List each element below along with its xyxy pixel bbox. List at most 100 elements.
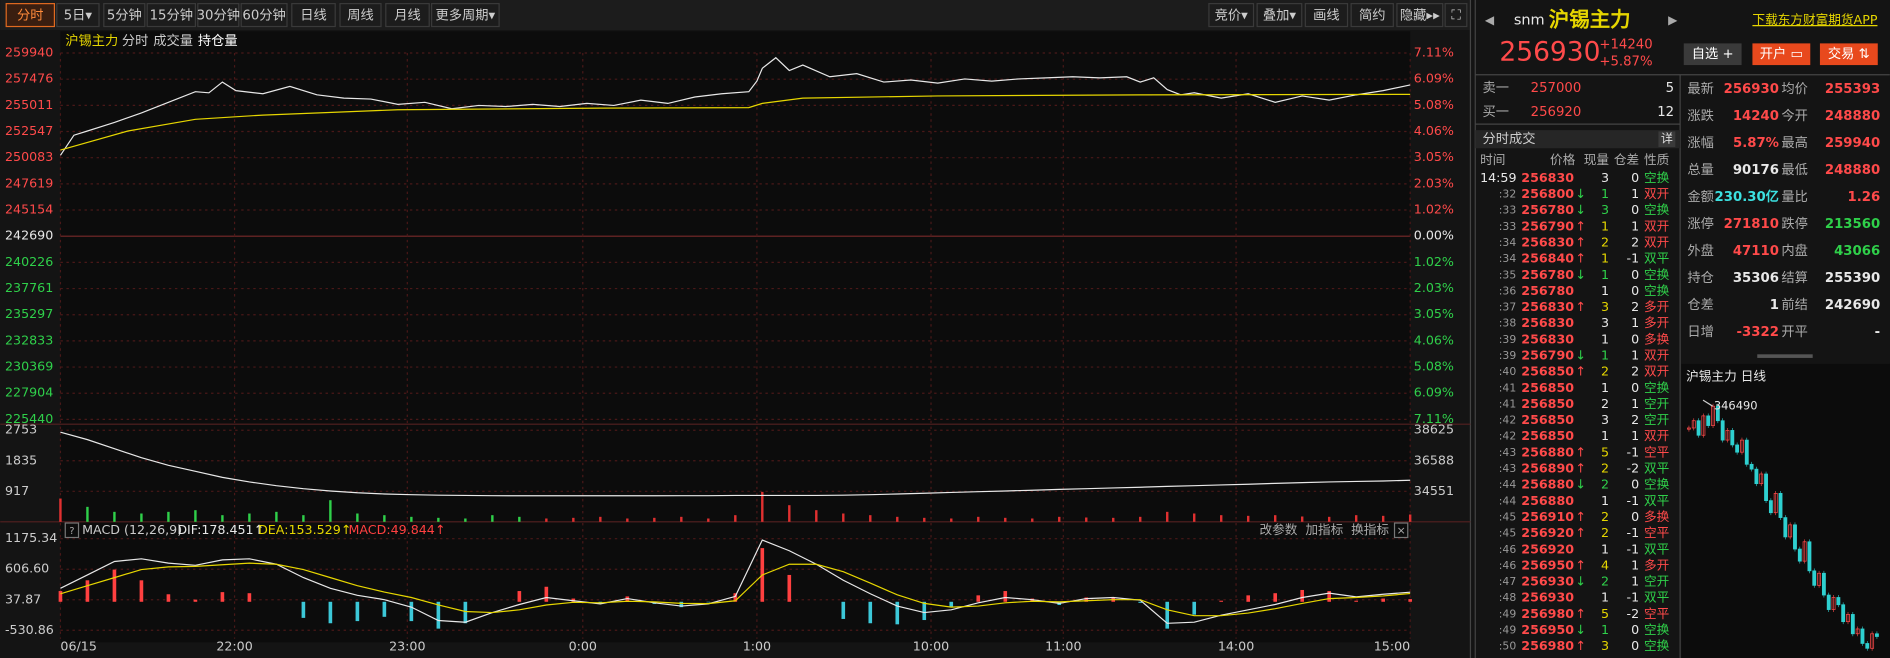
nav-prev[interactable]: ◀ — [1485, 13, 1495, 27]
indicator-value: DEA:153.529↑ — [258, 522, 351, 537]
trade-nature: 空平 — [1644, 444, 1669, 459]
stat-label: 涨跌 — [1687, 108, 1714, 124]
nav-next[interactable]: ▶ — [1668, 13, 1678, 27]
tab[interactable] — [146, 3, 197, 28]
detail-button[interactable] — [1658, 131, 1676, 148]
macd-bar — [895, 601, 900, 625]
trade-oi-change: 1 — [1631, 347, 1639, 362]
price-line — [60, 93, 1411, 151]
trade-oi-change: 0 — [1631, 622, 1639, 637]
volume-bar — [653, 517, 656, 522]
trade-price: 256850 — [1521, 428, 1574, 443]
tab[interactable] — [197, 3, 240, 28]
trade-nature: 空换 — [1644, 622, 1670, 637]
tab[interactable] — [385, 3, 430, 28]
trade-oi-change: 2 — [1631, 234, 1639, 249]
trade-time: :34 — [1499, 252, 1517, 265]
trade-oi-change: 0 — [1631, 283, 1639, 298]
trade-time: :48 — [1499, 591, 1517, 604]
stat-label: 总量 — [1687, 162, 1714, 178]
y-tick-label: 235297 — [5, 306, 53, 321]
trade-time: :46 — [1499, 543, 1517, 556]
stat-label: 跌停 — [1781, 215, 1808, 232]
indicator-tool[interactable]: 换指标 — [1351, 522, 1389, 537]
trade-price: 256780 — [1521, 202, 1574, 217]
trade-time: :37 — [1499, 301, 1516, 314]
trade-arrow: ↓ — [1575, 267, 1586, 282]
tab[interactable] — [56, 3, 100, 28]
volume-bar — [1166, 511, 1169, 522]
trade-nature: 空开 — [1644, 574, 1669, 589]
trade-time: :34 — [1499, 236, 1517, 249]
trade-price: 256780 — [1521, 267, 1574, 282]
trade-arrow: ↓ — [1575, 622, 1586, 637]
trade-oi-change: -1 — [1627, 541, 1640, 556]
stat-label: 前结 — [1781, 296, 1808, 313]
y2-tick-label: 7.11% — [1414, 45, 1454, 60]
macd-bar — [436, 601, 441, 629]
trade-nature: 双开 — [1644, 428, 1669, 443]
macd-bar — [139, 580, 144, 602]
tab[interactable] — [339, 3, 382, 28]
tool-button[interactable] — [1444, 3, 1468, 28]
trade-oi-change: 0 — [1631, 202, 1639, 217]
mini-title: 沪锡主力 日线 — [1686, 369, 1766, 384]
download-link[interactable]: 下载东方财富期货APP — [1752, 12, 1877, 27]
stat-value: -3322 — [1737, 325, 1779, 340]
trade-price: 256830 — [1521, 331, 1574, 346]
trades-header: 时间 — [1480, 152, 1505, 167]
trade-volume: 1 — [1601, 541, 1609, 556]
y2-tick-label: 7.11% — [1414, 411, 1454, 426]
trade-volume: 3 — [1601, 638, 1609, 653]
trades-detail[interactable]: 详 — [1661, 131, 1673, 146]
close-icon-mark: × — [1397, 524, 1406, 537]
stat-value: 248880 — [1825, 109, 1880, 124]
tool-button[interactable] — [1208, 3, 1255, 28]
trade-oi-change: -2 — [1627, 606, 1640, 621]
trade-time: :36 — [1499, 284, 1517, 297]
y2-tick-label: 1.02% — [1414, 254, 1454, 269]
x-tick-label: 1:00 — [743, 639, 771, 654]
action-label: 自选 + — [1692, 46, 1734, 62]
tab[interactable] — [240, 3, 288, 28]
help-icon[interactable] — [64, 522, 80, 539]
tab[interactable] — [103, 3, 146, 28]
trade-nature: 双平 — [1644, 461, 1669, 476]
trade-time: :45 — [1499, 527, 1516, 540]
macd-bar — [733, 593, 738, 602]
tool-button[interactable] — [1304, 3, 1349, 28]
tab-label: 15分钟 — [150, 7, 193, 24]
trade-volume: 1 — [1601, 331, 1609, 346]
x-tick-label: 15:00 — [1374, 639, 1410, 654]
y-tick-label: 257476 — [5, 71, 53, 86]
y2-tick-label: 1.02% — [1414, 202, 1454, 217]
trade-price: 256950 — [1521, 557, 1574, 572]
tab[interactable] — [291, 3, 336, 28]
tab[interactable] — [5, 3, 56, 28]
tool-button[interactable] — [1396, 3, 1444, 28]
indicator-tool[interactable]: 改参数 — [1260, 522, 1298, 537]
tool-button[interactable] — [1256, 3, 1303, 28]
trade-volume: 1 — [1601, 347, 1609, 362]
legend-entry: 持仓量 — [198, 33, 238, 49]
stat-value: 90176 — [1733, 163, 1779, 178]
trade-time: :39 — [1499, 349, 1517, 362]
trade-time: :40 — [1499, 365, 1517, 378]
action-button[interactable] — [1752, 43, 1811, 66]
indicator-tool[interactable]: 加指标 — [1305, 522, 1343, 537]
volume-bar — [491, 515, 494, 522]
macd-bar — [1381, 598, 1385, 602]
y2-tick-label: 6.09% — [1414, 71, 1454, 86]
action-button[interactable] — [1683, 43, 1742, 66]
trade-volume: 1 — [1601, 218, 1609, 233]
trade-oi-change: 0 — [1631, 331, 1639, 346]
trade-oi-change: 0 — [1631, 477, 1639, 492]
trade-oi-change: -1 — [1627, 493, 1640, 508]
tool-button[interactable] — [1350, 3, 1394, 28]
volume-bar — [869, 515, 872, 522]
trades-header: 现量 — [1584, 152, 1610, 167]
action-button[interactable] — [1819, 43, 1878, 66]
close-icon[interactable] — [1393, 522, 1409, 539]
volume-bar — [788, 505, 791, 522]
tab[interactable] — [431, 3, 500, 28]
